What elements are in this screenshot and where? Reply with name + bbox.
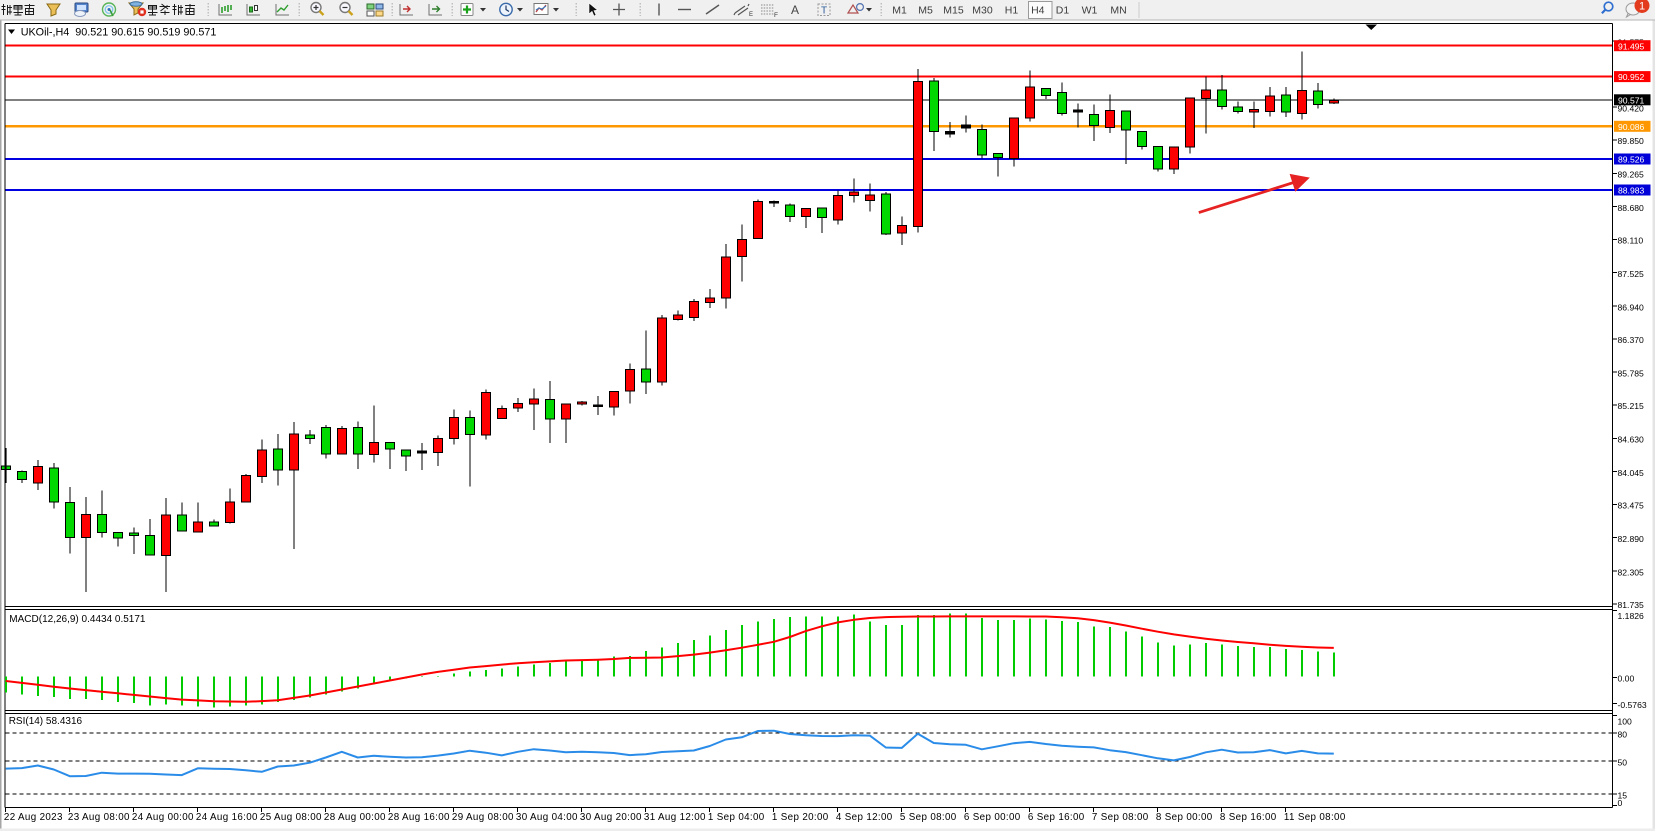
svg-text:6 Sep 16:00: 6 Sep 16:00: [1028, 812, 1085, 823]
svg-text:6 Sep 00:00: 6 Sep 00:00: [964, 812, 1021, 823]
svg-text:80: 80: [1618, 729, 1628, 739]
svg-text:28 Aug 00:00: 28 Aug 00:00: [324, 812, 386, 823]
svg-text:29 Aug 08:00: 29 Aug 08:00: [452, 812, 514, 823]
svg-text:31 Aug 12:00: 31 Aug 12:00: [644, 812, 706, 823]
svg-text:82.890: 82.890: [1618, 534, 1645, 544]
svg-text:89.265: 89.265: [1618, 170, 1645, 180]
svg-text:W1: W1: [1082, 5, 1098, 17]
svg-text:MN: MN: [1110, 5, 1126, 17]
svg-text:M15: M15: [943, 5, 964, 17]
svg-text:88.110: 88.110: [1618, 236, 1644, 246]
svg-text:87.525: 87.525: [1618, 269, 1645, 279]
svg-text:83.475: 83.475: [1618, 501, 1645, 511]
svg-text:8 Sep 16:00: 8 Sep 16:00: [1220, 812, 1277, 823]
svg-text:H4: H4: [1031, 5, 1045, 17]
svg-text:85.215: 85.215: [1618, 401, 1645, 411]
svg-text:25 Aug 08:00: 25 Aug 08:00: [260, 812, 322, 823]
svg-text:81.735: 81.735: [1618, 600, 1645, 610]
svg-text:30 Aug 04:00: 30 Aug 04:00: [516, 812, 578, 823]
svg-text:90.952: 90.952: [1618, 72, 1645, 82]
svg-text:T: T: [821, 6, 827, 17]
svg-text:22 Aug 2023: 22 Aug 2023: [4, 812, 63, 823]
svg-text:RSI(14) 58.4316: RSI(14) 58.4316: [9, 716, 83, 727]
svg-text:-0.5763: -0.5763: [1618, 700, 1647, 710]
svg-text:7 Sep 08:00: 7 Sep 08:00: [1092, 812, 1149, 823]
svg-text:91.495: 91.495: [1618, 41, 1645, 51]
svg-text:50: 50: [1618, 758, 1628, 768]
svg-text:1 Sep 20:00: 1 Sep 20:00: [772, 812, 829, 823]
svg-text:82.305: 82.305: [1618, 568, 1645, 578]
svg-text:11 Sep 08:00: 11 Sep 08:00: [1284, 812, 1346, 823]
svg-text:100: 100: [1618, 717, 1633, 727]
svg-text:1 Sep 04:00: 1 Sep 04:00: [708, 812, 765, 823]
svg-text:86.940: 86.940: [1618, 303, 1645, 313]
svg-text:90.086: 90.086: [1618, 122, 1645, 132]
svg-text:M30: M30: [972, 5, 993, 17]
svg-text:0.00: 0.00: [1618, 674, 1635, 684]
svg-text:23 Aug 08:00: 23 Aug 08:00: [68, 812, 130, 823]
svg-text:1.1826: 1.1826: [1618, 611, 1645, 621]
svg-text:M1: M1: [892, 5, 907, 17]
svg-text:8 Sep 00:00: 8 Sep 00:00: [1156, 812, 1213, 823]
svg-text:4 Sep 12:00: 4 Sep 12:00: [836, 812, 893, 823]
svg-text:88.983: 88.983: [1618, 186, 1645, 196]
svg-text:24 Aug 00:00: 24 Aug 00:00: [132, 812, 194, 823]
svg-text:86.370: 86.370: [1618, 335, 1645, 345]
svg-text:0: 0: [1618, 798, 1623, 808]
svg-text:A: A: [791, 3, 799, 17]
svg-text:30 Aug 20:00: 30 Aug 20:00: [580, 812, 642, 823]
svg-text:89.526: 89.526: [1618, 155, 1645, 165]
svg-text:M5: M5: [918, 5, 933, 17]
svg-text:F: F: [774, 12, 778, 19]
svg-text:88.680: 88.680: [1618, 203, 1645, 213]
svg-text:MACD(12,26,9) 0.4434 0.5171: MACD(12,26,9) 0.4434 0.5171: [9, 614, 146, 625]
svg-text:84.045: 84.045: [1618, 468, 1645, 478]
svg-text:D1: D1: [1056, 5, 1070, 17]
svg-text:5 Sep 08:00: 5 Sep 08:00: [900, 812, 957, 823]
svg-text:UKOil-,H4 90.521 90.615 90.51: UKOil-,H4 90.521 90.615 90.519 90.571: [21, 26, 217, 38]
svg-text:28 Aug 16:00: 28 Aug 16:00: [388, 812, 450, 823]
svg-text:1: 1: [1639, 1, 1645, 13]
svg-text:90.571: 90.571: [1618, 95, 1645, 105]
svg-text:84.630: 84.630: [1618, 435, 1645, 445]
svg-text:89.850: 89.850: [1618, 136, 1645, 146]
svg-text:24 Aug 16:00: 24 Aug 16:00: [196, 812, 258, 823]
svg-text:H1: H1: [1005, 5, 1019, 17]
svg-text:E: E: [749, 12, 753, 18]
svg-text:85.785: 85.785: [1618, 369, 1645, 379]
